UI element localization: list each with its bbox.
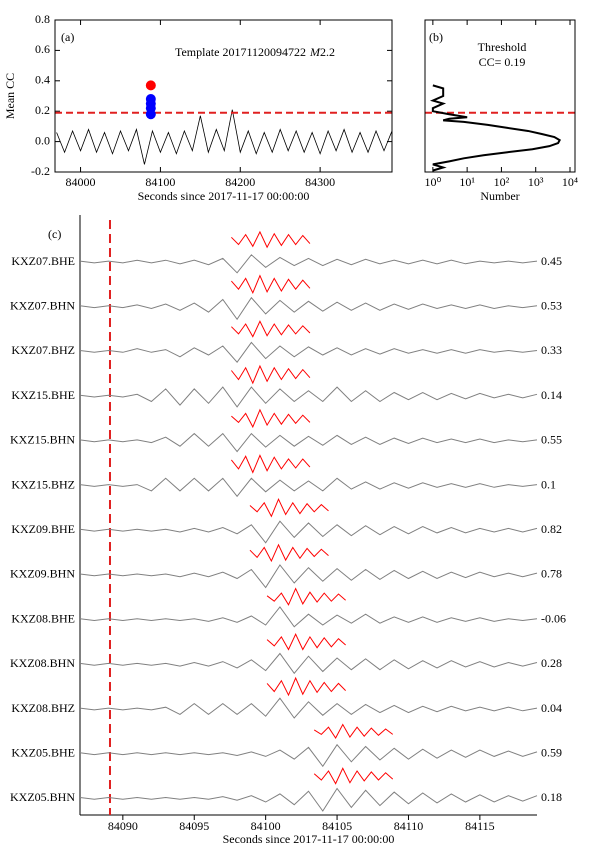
panel-label: (a) <box>61 30 74 44</box>
station-label: KXZ08.BHZ <box>11 701 75 715</box>
y-tick-label: -0.2 <box>31 164 50 178</box>
x-tick-label: 84090 <box>108 819 138 833</box>
station-label: KXZ09.BHN <box>10 567 75 581</box>
waveform <box>79 254 538 274</box>
template-waveform <box>266 676 346 697</box>
template-waveform <box>249 497 329 518</box>
magnitude-symbol: M <box>309 45 321 59</box>
histogram-line <box>429 84 561 172</box>
x-axis-label: Seconds since 2017-11-17 00:00:00 <box>138 189 310 203</box>
template-waveform <box>231 320 311 338</box>
chart-title: Template 20171120094722 M2.2 <box>175 45 335 59</box>
station-label: KXZ07.BHZ <box>11 343 75 357</box>
cc-value: 0.14 <box>541 388 562 402</box>
x-tick-label: 84115 <box>465 819 495 833</box>
panel-label: (c) <box>48 227 61 241</box>
x-tick-label: 84200 <box>225 175 255 189</box>
station-label: KXZ08.BHE <box>11 611 75 625</box>
waveform <box>79 652 538 675</box>
template-waveform <box>313 767 394 785</box>
station-label: KXZ15.BHN <box>10 433 75 447</box>
title-text: Template 20171120094722 <box>175 45 306 59</box>
waveform <box>79 787 538 812</box>
y-tick-label: 0.6 <box>35 42 50 56</box>
template-waveform <box>230 454 311 474</box>
y-axis-label: Mean CC <box>3 73 17 119</box>
waveform <box>79 606 538 628</box>
cc-value: 0.78 <box>541 567 562 581</box>
template-waveform <box>249 543 329 563</box>
waveform <box>79 386 538 408</box>
x-tick-label: 10¹ <box>459 175 475 189</box>
cc-value: 0.59 <box>541 745 562 759</box>
station-label: KXZ09.BHE <box>11 522 75 536</box>
x-tick-label: 84105 <box>322 819 352 833</box>
detection <box>145 80 156 91</box>
detection <box>145 109 156 120</box>
x-tick-label: 10⁴ <box>562 175 578 189</box>
cc-line <box>56 109 393 165</box>
waveform <box>79 564 538 589</box>
plot-frame <box>54 19 393 173</box>
template-waveform <box>266 587 346 606</box>
template-waveform <box>266 633 346 651</box>
chart-title: Threshold <box>478 40 527 54</box>
plot-frame <box>424 19 576 173</box>
cc-value: 0.33 <box>541 343 562 357</box>
waveform <box>79 432 538 453</box>
cc-value: 0.45 <box>541 254 562 268</box>
station-label: KXZ08.BHN <box>10 656 75 670</box>
y-tick-label: 0.8 <box>35 12 50 26</box>
station-label: KXZ05.BHE <box>11 745 75 759</box>
waveform <box>79 341 538 364</box>
chart-subtitle: CC= 0.19 <box>479 55 526 69</box>
x-tick-label: 84110 <box>394 819 424 833</box>
panel-label: (b) <box>429 30 443 44</box>
waveform <box>79 477 538 498</box>
template-waveform <box>230 364 311 385</box>
x-axis-label: Seconds since 2017-11-17 00:00:00 <box>223 832 395 846</box>
station-label: KXZ15.BHE <box>11 388 75 402</box>
x-tick-label: 84095 <box>179 819 209 833</box>
waveform <box>79 296 538 321</box>
template-waveform <box>231 230 311 249</box>
station-label: KXZ05.BHN <box>10 790 75 804</box>
waveform <box>79 520 538 544</box>
station-label: KXZ07.BHN <box>10 298 75 312</box>
x-tick-label: 84100 <box>145 175 175 189</box>
cc-value: 0.04 <box>541 701 562 715</box>
x-tick-label: 10² <box>494 175 510 189</box>
cc-value: 0.28 <box>541 656 562 670</box>
cc-value: 0.1 <box>541 477 556 491</box>
cc-value: -0.06 <box>541 611 566 625</box>
waveform <box>79 743 538 768</box>
x-tick-label: 10⁰ <box>424 175 441 189</box>
cc-value: 0.82 <box>541 522 562 536</box>
y-tick-label: 0.2 <box>35 103 50 117</box>
x-tick-label: 84100 <box>251 819 281 833</box>
x-tick-label: 84300 <box>305 175 335 189</box>
y-tick-label: 0.0 <box>35 133 50 147</box>
template-waveform <box>231 274 311 295</box>
cc-value: 0.53 <box>541 298 562 312</box>
x-axis-label: Number <box>480 189 519 203</box>
x-tick-label: 10³ <box>528 175 544 189</box>
y-tick-label: 0.4 <box>35 73 50 87</box>
waveform <box>79 697 538 719</box>
station-label: KXZ15.BHZ <box>11 477 75 491</box>
magnitude: 2.2 <box>320 45 335 59</box>
x-tick-label: 84000 <box>66 175 96 189</box>
template-waveform <box>313 723 394 739</box>
template-waveform <box>231 408 311 429</box>
cc-value: 0.18 <box>541 790 562 804</box>
station-label: KXZ07.BHE <box>11 254 75 268</box>
cc-value: 0.55 <box>541 433 562 447</box>
